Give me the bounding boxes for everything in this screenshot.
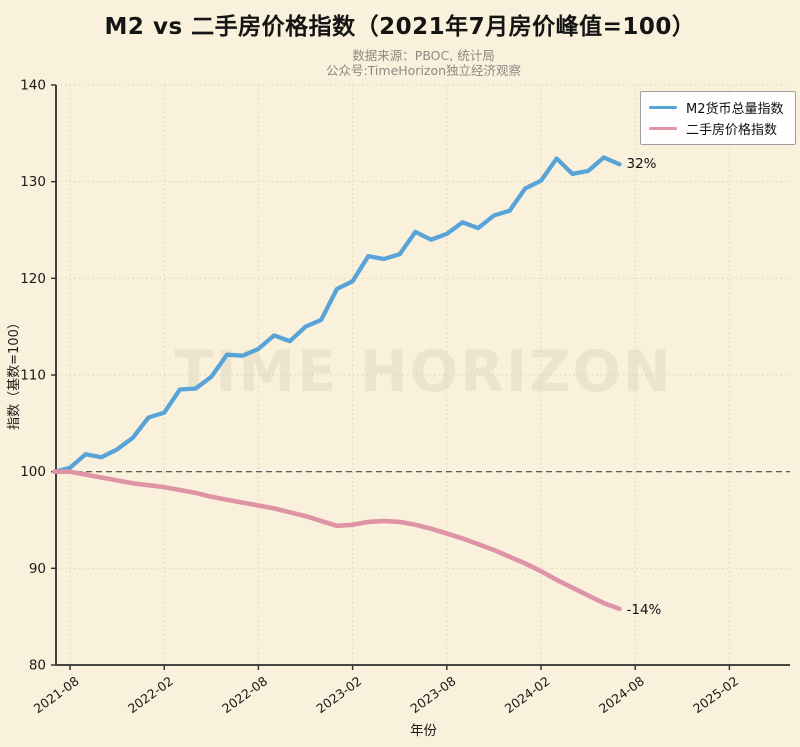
m2-end-annotation: 32%: [626, 156, 657, 173]
svg-text:2022-08: 2022-08: [219, 673, 270, 716]
svg-text:80: 80: [29, 658, 46, 674]
legend-label-m2: M2货币总量指数: [686, 102, 784, 117]
house-end-annotation: -14%: [626, 601, 662, 618]
svg-text:2022-02: 2022-02: [125, 673, 176, 716]
svg-text:140: 140: [20, 78, 46, 94]
svg-text:2024-02: 2024-02: [502, 673, 553, 716]
house-line-swatch: [649, 126, 677, 131]
svg-text:2023-02: 2023-02: [313, 673, 364, 716]
svg-text:90: 90: [29, 561, 46, 577]
legend: M2货币总量指数 二手房价格指数: [640, 91, 796, 145]
svg-text:2021-08: 2021-08: [31, 673, 82, 716]
legend-item-house: 二手房价格指数: [649, 120, 784, 138]
legend-item-m2: M2货币总量指数: [649, 99, 784, 117]
legend-label-house: 二手房价格指数: [686, 123, 778, 138]
subtitle-source-line: 数据来源：PBOC, 统计局: [352, 48, 495, 63]
chart-subtitle: 数据来源：PBOC, 统计局 公众号:TimeHorizon独立经济观察: [57, 48, 790, 78]
x-axis-label: 年份: [410, 723, 437, 739]
svg-text:110: 110: [20, 368, 46, 384]
svg-text:120: 120: [20, 271, 46, 287]
svg-text:2025-02: 2025-02: [690, 673, 741, 716]
svg-text:100: 100: [20, 464, 46, 480]
svg-text:2023-08: 2023-08: [407, 673, 458, 716]
y-axis-label: 指数（基数=100）: [7, 316, 22, 430]
svg-text:130: 130: [20, 174, 46, 190]
m2-line-swatch: [649, 105, 677, 110]
svg-text:2024-08: 2024-08: [596, 673, 647, 716]
subtitle-account-line: 公众号:TimeHorizon独立经济观察: [325, 63, 522, 78]
page-title: M2 vs 二手房价格指数（2021年7月房价峰值=100）: [104, 14, 696, 40]
